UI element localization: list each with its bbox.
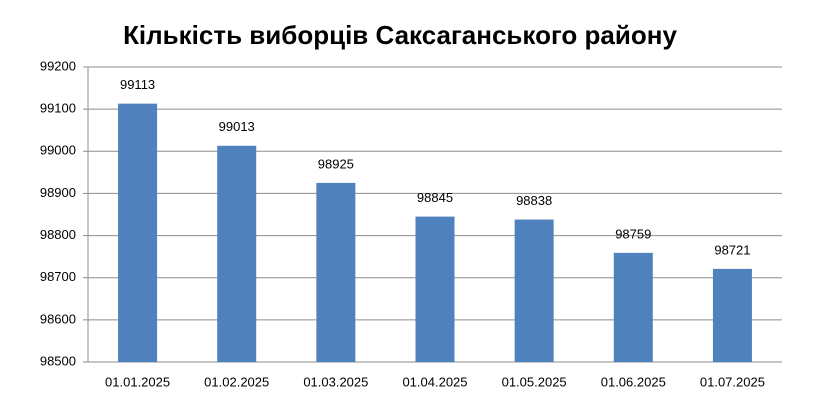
data-label: 98845	[417, 190, 453, 205]
bar	[118, 103, 158, 363]
data-label: 99113	[120, 77, 155, 92]
y-tick-label: 98900	[40, 185, 76, 200]
bar	[316, 182, 356, 362]
data-label: 98759	[615, 226, 651, 241]
y-tick-label: 98700	[40, 269, 76, 284]
y-tick-label: 99200	[40, 58, 76, 73]
bar	[217, 145, 257, 362]
y-tick-label: 98800	[40, 227, 76, 242]
x-tick-label: 01.05.2025	[502, 374, 567, 389]
y-tick-label: 99000	[40, 143, 76, 158]
y-tick-label: 98600	[40, 311, 76, 326]
x-tick-label: 01.07.2025	[700, 374, 765, 389]
y-tick-label: 98500	[40, 353, 76, 368]
x-tick-label: 01.03.2025	[303, 374, 368, 389]
data-label: 98721	[714, 242, 750, 257]
bar	[712, 268, 752, 362]
chart-title: Кількість виборців Саксаганського району	[123, 20, 677, 50]
data-label: 99013	[219, 119, 255, 134]
y-tick-label: 99100	[40, 101, 76, 116]
data-label: 98925	[318, 156, 354, 171]
bar	[613, 252, 653, 362]
x-tick-label: 01.04.2025	[402, 374, 467, 389]
bar	[514, 219, 554, 362]
x-tick-label: 01.01.2025	[105, 374, 170, 389]
x-tick-label: 01.02.2025	[204, 374, 269, 389]
bar	[415, 216, 455, 362]
x-tick-label: 01.06.2025	[601, 374, 666, 389]
data-label: 98838	[516, 193, 552, 208]
